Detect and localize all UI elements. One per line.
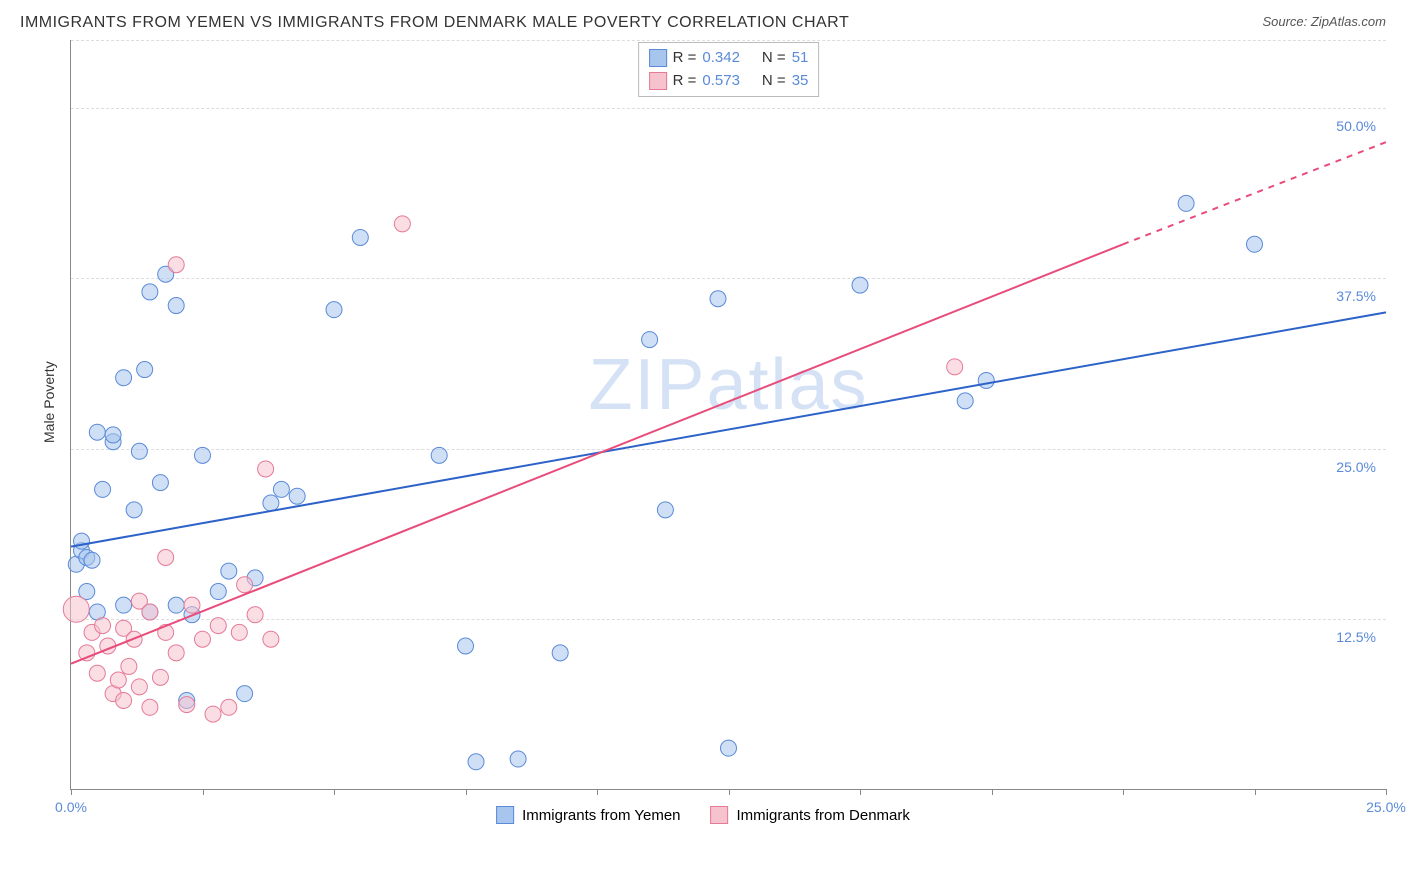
- data-point: [1247, 236, 1263, 252]
- swatch-series2-bottom: [711, 806, 729, 824]
- x-tick-label: 25.0%: [1366, 799, 1406, 815]
- data-point: [510, 751, 526, 767]
- data-point: [142, 699, 158, 715]
- data-point: [116, 597, 132, 613]
- data-point: [131, 443, 147, 459]
- data-point: [326, 302, 342, 318]
- data-point: [137, 362, 153, 378]
- data-point: [978, 372, 994, 388]
- bottom-legend: Immigrants from Yemen Immigrants from De…: [496, 806, 910, 824]
- data-point: [210, 618, 226, 634]
- data-point: [468, 754, 484, 770]
- data-point: [116, 370, 132, 386]
- data-point: [195, 447, 211, 463]
- data-point: [142, 284, 158, 300]
- data-point: [74, 533, 90, 549]
- data-point: [158, 549, 174, 565]
- plot-region: ZIPatlas 12.5%25.0%37.5%50.0% R = 0.342 …: [70, 40, 1386, 790]
- data-point: [957, 393, 973, 409]
- data-point: [231, 624, 247, 640]
- data-point: [89, 665, 105, 681]
- data-point: [179, 697, 195, 713]
- chart-title: IMMIGRANTS FROM YEMEN VS IMMIGRANTS FROM…: [20, 14, 849, 32]
- data-point: [95, 618, 111, 634]
- data-point: [168, 597, 184, 613]
- scatter-svg: [71, 40, 1386, 789]
- legend-item-1: Immigrants from Yemen: [496, 806, 680, 824]
- data-point: [289, 488, 305, 504]
- data-point: [721, 740, 737, 756]
- data-point: [116, 692, 132, 708]
- data-point: [95, 481, 111, 497]
- data-point: [131, 679, 147, 695]
- source-attribution: Source: ZipAtlas.com: [1262, 14, 1386, 29]
- data-point: [168, 257, 184, 273]
- data-point: [263, 495, 279, 511]
- data-point: [221, 563, 237, 579]
- data-point: [552, 645, 568, 661]
- data-point: [126, 502, 142, 518]
- data-point: [458, 638, 474, 654]
- data-point: [152, 669, 168, 685]
- data-point: [221, 699, 237, 715]
- data-point: [168, 645, 184, 661]
- data-point: [110, 672, 126, 688]
- trend-line: [71, 244, 1123, 663]
- data-point: [710, 291, 726, 307]
- data-point: [237, 577, 253, 593]
- swatch-series1-bottom: [496, 806, 514, 824]
- data-point: [121, 658, 137, 674]
- data-point: [431, 447, 447, 463]
- data-point: [352, 229, 368, 245]
- data-point: [394, 216, 410, 232]
- data-point: [195, 631, 211, 647]
- data-point: [852, 277, 868, 293]
- data-point: [247, 607, 263, 623]
- data-point: [947, 359, 963, 375]
- data-point: [63, 596, 89, 622]
- data-point: [237, 686, 253, 702]
- data-point: [205, 706, 221, 722]
- trend-line-extrapolated: [1123, 142, 1386, 244]
- data-point: [105, 427, 121, 443]
- data-point: [168, 298, 184, 314]
- data-point: [184, 597, 200, 613]
- data-point: [210, 584, 226, 600]
- data-point: [642, 332, 658, 348]
- data-point: [84, 552, 100, 568]
- data-point: [273, 481, 289, 497]
- trend-line: [71, 312, 1386, 546]
- chart-area: Male Poverty ZIPatlas 12.5%25.0%37.5%50.…: [20, 40, 1386, 830]
- x-tick-label: 0.0%: [55, 799, 87, 815]
- legend-item-2: Immigrants from Denmark: [711, 806, 910, 824]
- data-point: [263, 631, 279, 647]
- y-axis-label: Male Poverty: [41, 361, 57, 443]
- data-point: [1178, 195, 1194, 211]
- data-point: [258, 461, 274, 477]
- data-point: [152, 475, 168, 491]
- data-point: [89, 424, 105, 440]
- data-point: [142, 604, 158, 620]
- data-point: [657, 502, 673, 518]
